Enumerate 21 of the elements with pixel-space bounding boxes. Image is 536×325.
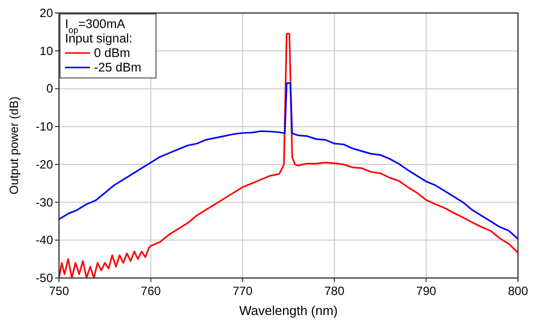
annotation: I$_{op}$=300mA xyxy=(65,17,126,35)
line-series xyxy=(58,33,519,279)
y-tick-label: -50 xyxy=(36,271,54,285)
x-tick-label: 750 xyxy=(48,284,70,298)
y-tick-label: 10 xyxy=(40,44,54,58)
y-tick-label: -10 xyxy=(36,120,54,134)
y-axis-title: Output power (dB) xyxy=(7,96,21,195)
x-tick-label: 770 xyxy=(232,284,253,298)
legend-label: 0 dBm xyxy=(94,46,130,60)
y-tick-label: -40 xyxy=(36,233,54,248)
y-tick-label: 20 xyxy=(40,6,54,20)
legend-label: -25 dBm xyxy=(94,60,142,74)
y-tick-label: 0 xyxy=(46,82,54,96)
y-tick-label: -30 xyxy=(36,195,54,210)
x-tick-label: 780 xyxy=(324,284,345,298)
x-axis-title: Wavelength (nm) xyxy=(239,303,338,318)
x-tick-label: 760 xyxy=(140,284,162,298)
x-tick-label: 800 xyxy=(508,284,528,298)
y-tick-label: -20 xyxy=(36,157,54,172)
x-tick-label: 790 xyxy=(416,284,437,298)
line-series xyxy=(58,82,519,240)
